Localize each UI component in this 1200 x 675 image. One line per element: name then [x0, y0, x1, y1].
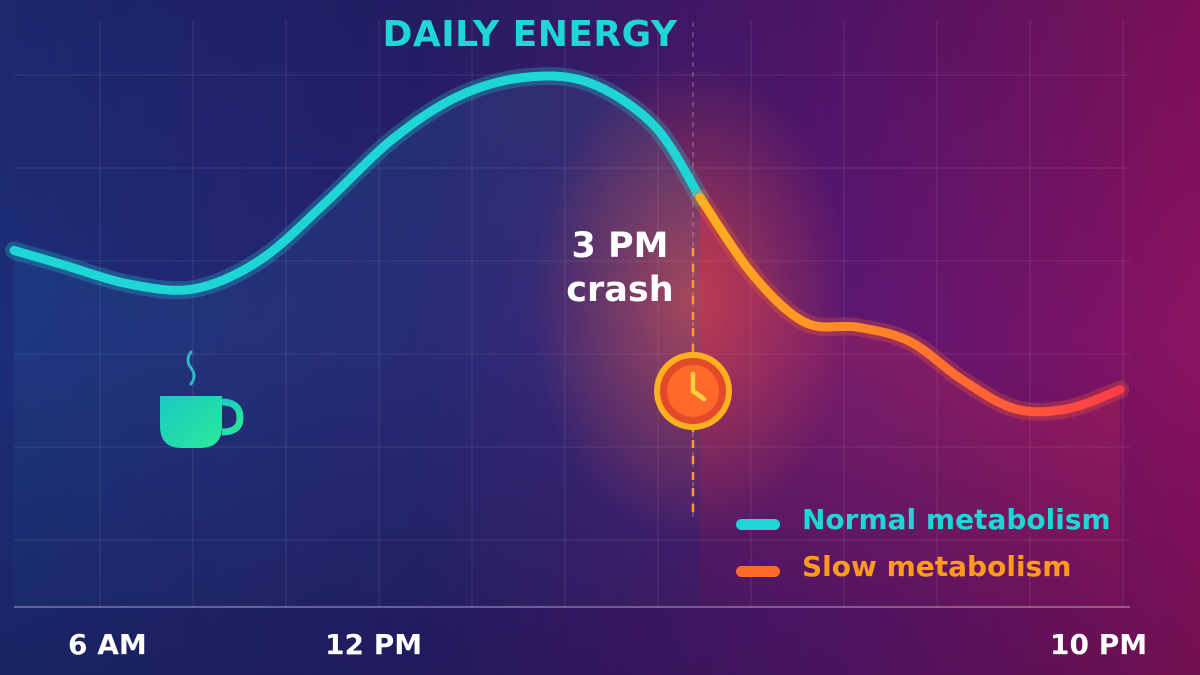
crash-annotation-line2: crash — [566, 270, 674, 310]
clock-icon — [654, 352, 732, 430]
legend-label-normal: Normal metabolism — [802, 503, 1111, 536]
legend-swatch-normal — [736, 519, 780, 530]
coffee-cup-icon — [160, 350, 244, 448]
series-lines — [5, 66, 1130, 421]
crash-annotation: 3 PM crash — [545, 224, 695, 312]
crash-annotation-line1: 3 PM — [571, 226, 669, 266]
area-normal-metabolism — [14, 75, 700, 608]
line-normal-metabolism — [9, 71, 705, 295]
x-tick-10pm: 10 PM — [1050, 628, 1148, 661]
x-tick-12pm: 12 PM — [325, 628, 423, 661]
legend-label-slow: Slow metabolism — [802, 550, 1072, 583]
chart-title: DAILY ENERGY — [382, 14, 678, 55]
line-slow-metabolism — [695, 193, 1125, 417]
legend-swatch-slow — [736, 566, 780, 577]
area-fills — [14, 75, 1121, 608]
x-tick-6am: 6 AM — [68, 628, 147, 661]
area-slow-metabolism — [700, 197, 1121, 607]
